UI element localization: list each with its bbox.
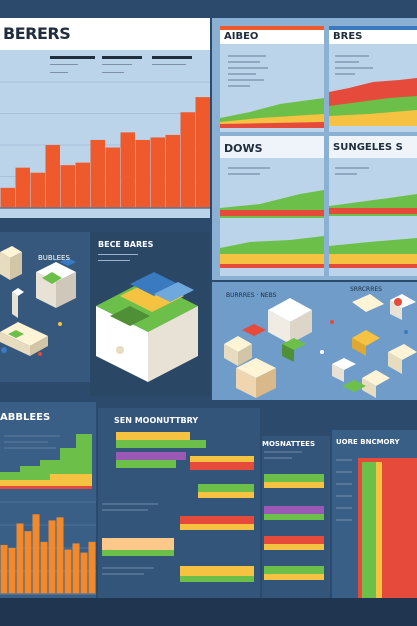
caption-text: BURRRES · NEBS <box>226 292 277 299</box>
bar <box>45 145 60 208</box>
bar <box>105 147 120 208</box>
panel-title: BERERS <box>3 24 71 43</box>
bar <box>60 165 75 208</box>
bar <box>15 167 30 208</box>
bar <box>72 543 80 594</box>
caption-text: SRRCRRES <box>350 286 382 293</box>
isometric-blocks-right: BURRRES · NEBS SRRCRRES <box>212 282 417 400</box>
bar <box>0 544 8 594</box>
isometric-cubes-illustration <box>224 294 417 398</box>
bar <box>195 97 210 208</box>
bar <box>8 548 16 594</box>
stacked-column-chart <box>336 458 417 598</box>
bar <box>32 514 40 594</box>
bar <box>56 517 64 594</box>
mini-chart-aibeo: AIBEO <box>220 26 324 132</box>
bar <box>120 132 135 208</box>
top-left-chart-panel: BERERS <box>0 18 210 218</box>
mini-chart-sungeles: SUNGELES S <box>329 136 417 276</box>
bar <box>90 139 105 208</box>
orange-bar-chart <box>0 81 210 209</box>
bar <box>16 523 24 594</box>
mini-stacked-area <box>329 167 417 268</box>
bar <box>0 187 15 208</box>
header-text-lines <box>50 54 200 84</box>
panel-title: AIBEO <box>224 31 259 42</box>
isometric-cubes-illustration <box>0 246 76 356</box>
mini-stacked-area <box>329 55 417 126</box>
bar <box>180 112 195 208</box>
stepped-area-chart <box>0 434 92 489</box>
mini-stacked-area <box>220 167 324 268</box>
horizontal-bar-chart <box>102 432 254 582</box>
bar <box>30 172 45 208</box>
bar <box>24 531 32 594</box>
panel-title: DOWS <box>224 142 263 155</box>
panel-title: SEN MOONUTTBRY <box>114 416 199 425</box>
orange-bar-chart-lower <box>0 501 96 595</box>
horizontal-bar-chart <box>264 451 324 580</box>
bar <box>165 134 180 208</box>
top-right-panel-group: AIBEO BRES DOWS <box>212 18 417 280</box>
isometric-blocks-left: BUBLEES <box>0 232 90 382</box>
lower-left-chart-panel: ABBLEES <box>0 402 96 598</box>
bar <box>48 520 56 594</box>
caption-text: BUBLEES <box>38 254 70 262</box>
bar <box>88 541 96 594</box>
panel-title: MOSNATTEES <box>262 440 316 448</box>
bar <box>150 137 165 208</box>
panel-title: UORE BNCMORY <box>336 438 400 446</box>
panel-header <box>0 18 210 50</box>
bar <box>135 139 150 208</box>
panel-title: BECE BARES <box>98 240 154 249</box>
isometric-feature-panel: BECE BARES <box>90 232 210 396</box>
mini-chart-bres: BRES <box>329 26 417 132</box>
mini-chart-dows: DOWS <box>220 136 324 276</box>
bar <box>64 549 72 594</box>
panel-title: ABBLEES <box>0 412 51 423</box>
lower-right-panel: UORE BNCMORY <box>332 430 417 598</box>
bar <box>40 541 48 594</box>
panel-title: BRES <box>333 31 363 42</box>
lower-center-panel: SEN MOONUTTBRY <box>98 408 260 598</box>
isometric-cube-illustration <box>96 272 198 382</box>
mini-stacked-area <box>220 55 324 128</box>
bar <box>80 552 88 594</box>
lower-mid-panel: MOSNATTEES <box>262 436 330 598</box>
panel-title: SUNGELES S <box>333 142 403 153</box>
footer-strip <box>0 598 417 626</box>
bar <box>75 162 90 208</box>
